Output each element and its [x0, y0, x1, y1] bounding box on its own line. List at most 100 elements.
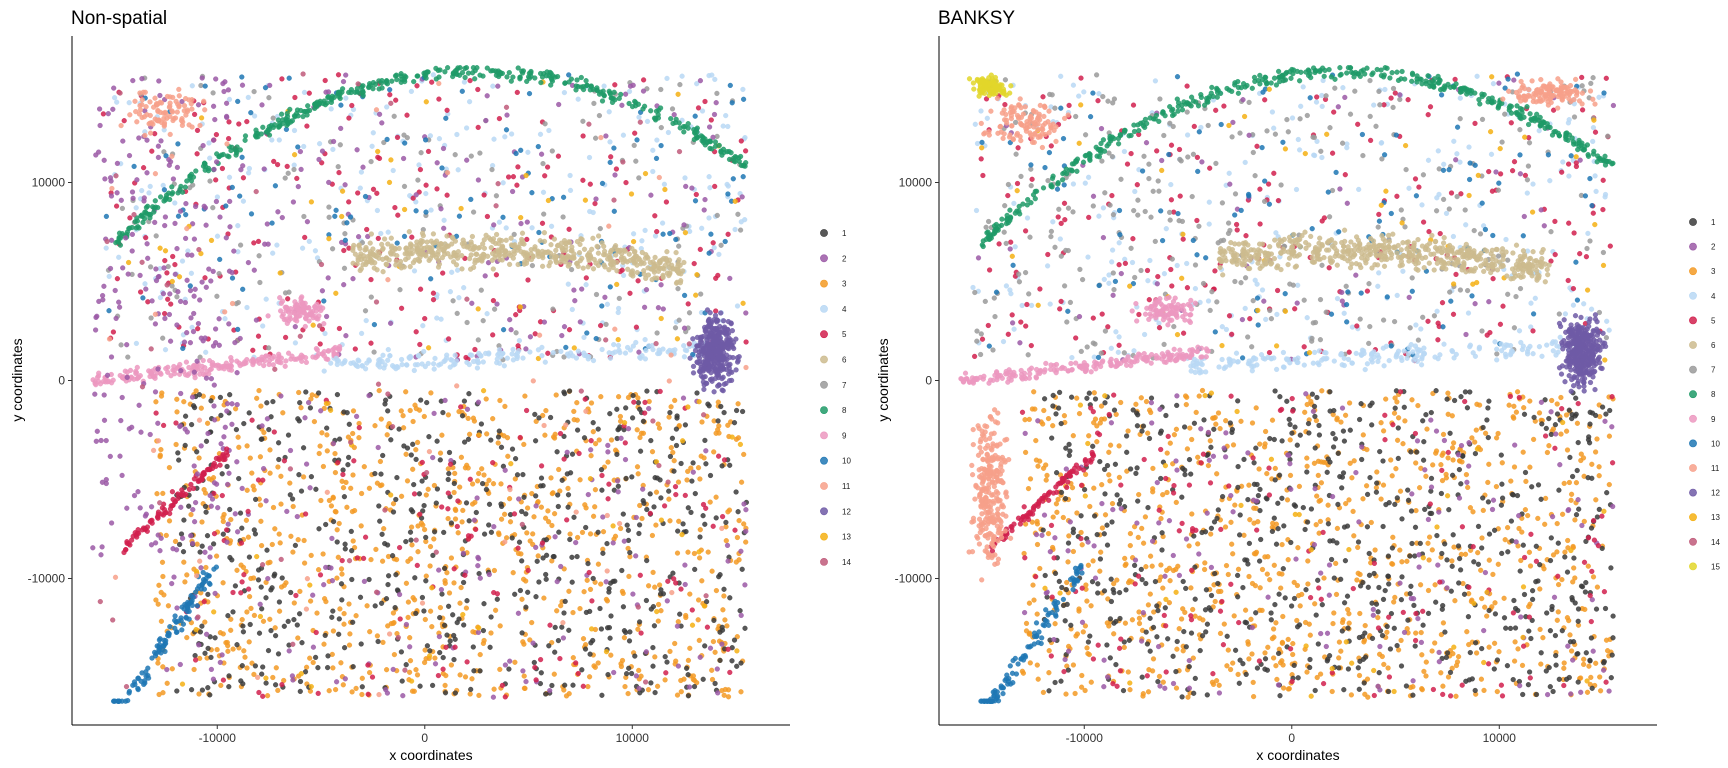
scatter-point	[462, 674, 469, 680]
scatter-point	[430, 297, 437, 303]
scatter-point	[455, 267, 461, 273]
scatter-point	[490, 332, 496, 338]
scatter-point	[466, 391, 472, 397]
scatter-point	[564, 449, 570, 455]
scatter-point	[302, 560, 308, 566]
scatter-point	[108, 193, 115, 199]
scatter-point	[402, 206, 408, 213]
scatter-point	[712, 139, 719, 145]
scatter-point	[559, 333, 565, 339]
scatter-point	[673, 426, 680, 432]
scatter-point	[195, 102, 202, 108]
scatter-point	[322, 330, 328, 337]
scatter-point	[340, 485, 347, 491]
scatter-point	[174, 409, 180, 415]
scatter-point	[267, 470, 273, 476]
scatter-point	[541, 211, 547, 217]
scatter-point	[715, 453, 722, 459]
scatter-point	[695, 617, 701, 623]
scatter-point	[120, 138, 126, 144]
scatter-point	[473, 526, 479, 533]
scatter-point	[353, 363, 360, 369]
scatter-point	[631, 399, 637, 405]
scatter-point	[530, 531, 536, 537]
scatter-point	[583, 282, 589, 288]
scatter-point	[532, 664, 538, 671]
scatter-point	[461, 579, 467, 586]
scatter-point	[406, 250, 412, 256]
scatter-point	[427, 563, 433, 569]
scatter-point	[332, 213, 338, 219]
scatter-point	[185, 252, 191, 258]
scatter-point	[698, 133, 704, 139]
scatter-point	[643, 649, 649, 655]
scatter-point	[336, 631, 342, 637]
scatter-point	[135, 527, 141, 533]
scatter-point	[565, 485, 571, 492]
scatter-point	[294, 513, 300, 520]
scatter-point	[307, 582, 313, 588]
scatter-point	[217, 630, 224, 636]
scatter-point	[202, 161, 208, 167]
scatter-point	[595, 250, 602, 256]
scatter-point	[665, 578, 671, 584]
scatter-point	[129, 231, 136, 238]
scatter-point	[484, 93, 490, 99]
scatter-point	[466, 518, 472, 524]
scatter-point	[126, 153, 133, 159]
scatter-point	[177, 208, 184, 214]
scatter-point	[330, 608, 336, 614]
scatter-point	[145, 203, 151, 209]
scatter-point	[666, 347, 673, 354]
scatter-point	[235, 434, 241, 440]
scatter-point	[541, 595, 547, 601]
scatter-point	[328, 407, 334, 413]
scatter-point	[249, 470, 255, 476]
scatter-point	[234, 459, 240, 465]
scatter-point	[515, 65, 521, 71]
scatter-point	[486, 501, 493, 507]
scatter-point	[216, 316, 222, 322]
scatter-point	[225, 481, 231, 488]
scatter-point	[212, 116, 218, 123]
scatter-point	[419, 594, 426, 601]
scatter-point	[481, 245, 488, 251]
scatter-point	[196, 477, 202, 483]
scatter-point	[637, 572, 643, 578]
scatter-point	[454, 131, 460, 138]
scatter-point	[285, 170, 291, 176]
scatter-point	[278, 360, 284, 366]
scatter-point	[449, 241, 455, 247]
scatter-point	[441, 529, 447, 536]
scatter-point	[242, 133, 249, 139]
scatter-point	[188, 511, 194, 518]
scatter-point	[477, 150, 483, 156]
scatter-point	[423, 656, 429, 662]
scatter-point	[595, 262, 602, 269]
scatter-point	[401, 233, 408, 240]
scatter-point	[211, 166, 217, 173]
scatter-point	[697, 78, 704, 84]
scatter-point	[691, 550, 698, 557]
scatter-point	[696, 637, 702, 644]
scatter-point	[169, 283, 175, 289]
scatter-point	[725, 422, 731, 428]
scatter-point	[323, 521, 329, 528]
scatter-point	[263, 353, 269, 359]
scatter-point	[692, 491, 698, 497]
scatter-point	[344, 220, 350, 226]
scatter-point	[733, 367, 739, 373]
scatter-point	[174, 547, 180, 553]
scatter-point	[574, 77, 580, 83]
scatter-point	[685, 693, 692, 699]
scatter-point	[465, 436, 472, 442]
scatter-point	[561, 610, 567, 616]
scatter-point	[148, 542, 155, 548]
scatter-point	[688, 465, 694, 471]
scatter-point	[407, 354, 414, 361]
scatter-point	[350, 538, 356, 544]
scatter-point	[443, 115, 449, 121]
scatter-point	[637, 448, 644, 454]
scatter-point	[488, 437, 494, 443]
scatter-point	[476, 556, 482, 562]
